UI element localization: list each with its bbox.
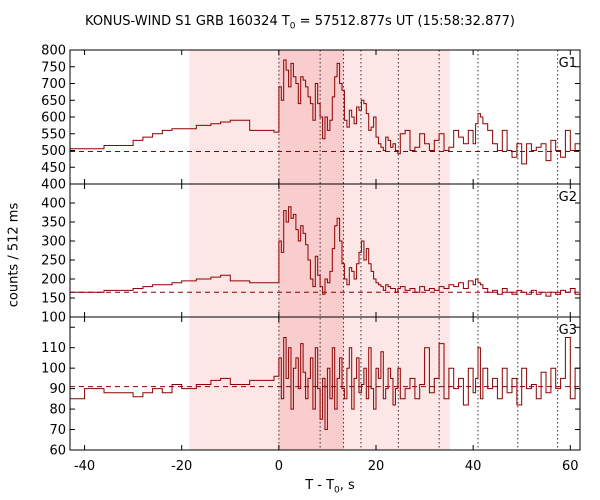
y-tick-label-G3-80: 80 bbox=[49, 403, 66, 418]
x-tick-label--40: -40 bbox=[74, 459, 95, 474]
y-tick-label-G1-400: 400 bbox=[41, 178, 66, 193]
x-tick-label-40: 40 bbox=[465, 459, 482, 474]
y-axis-label: counts / 512 ms bbox=[6, 202, 22, 308]
y-tick-label-G1-750: 750 bbox=[41, 60, 66, 75]
panel-label-G2: G2 bbox=[559, 190, 577, 205]
panel-label-G3: G3 bbox=[559, 323, 577, 338]
x-axis-label-subscript: 0 bbox=[334, 485, 340, 496]
x-axis-label-text: T - T bbox=[305, 478, 335, 493]
y-tick-label-G1-550: 550 bbox=[41, 127, 66, 142]
y-tick-label-G1-450: 450 bbox=[41, 161, 66, 176]
y-tick-label-G2-200: 200 bbox=[41, 273, 66, 288]
y-tick-label-G3-110: 110 bbox=[41, 341, 66, 356]
x-tick-label--20: -20 bbox=[171, 459, 192, 474]
shaded-region-1 bbox=[278, 50, 344, 450]
chart-title: KONUS-WIND S1 GRB 160324 T0 = 57512.877s… bbox=[0, 14, 600, 32]
x-tick-label-0: 0 bbox=[275, 459, 283, 474]
y-tick-label-G3-70: 70 bbox=[49, 423, 66, 438]
panel-label-G1: G1 bbox=[559, 56, 577, 71]
y-tick-label-G1-700: 700 bbox=[41, 77, 66, 92]
x-axis-label: T - T0, s bbox=[60, 478, 600, 496]
y-tick-label-G1-800: 800 bbox=[41, 44, 66, 59]
x-tick-label-60: 60 bbox=[562, 459, 579, 474]
y-tick-label-G1-600: 600 bbox=[41, 111, 66, 126]
y-tick-label-G2-350: 350 bbox=[41, 216, 66, 231]
y-tick-label-G2-250: 250 bbox=[41, 254, 66, 269]
x-tick-label-20: 20 bbox=[368, 459, 385, 474]
y-tick-label-G1-500: 500 bbox=[41, 144, 66, 159]
y-tick-label-G2-100: 100 bbox=[41, 311, 66, 326]
y-tick-label-G2-300: 300 bbox=[41, 235, 66, 250]
y-tick-label-G3-90: 90 bbox=[49, 382, 66, 397]
panel-frame-G3 bbox=[69, 316, 581, 451]
series-line-G1 bbox=[70, 59, 581, 165]
title-suffix: = 57512.877s UT (15:58:32.877) bbox=[295, 14, 515, 29]
title-text: KONUS-WIND S1 GRB 160324 T bbox=[85, 14, 290, 29]
series-line-G2 bbox=[70, 206, 581, 297]
y-tick-label-G1-650: 650 bbox=[41, 94, 66, 109]
series-line-G3 bbox=[70, 337, 580, 430]
y-tick-label-G3-100: 100 bbox=[41, 362, 66, 377]
x-axis-label-suffix: , s bbox=[339, 478, 355, 493]
y-tick-label-G2-150: 150 bbox=[41, 292, 66, 307]
y-tick-label-G2-400: 400 bbox=[41, 197, 66, 212]
title-subscript: 0 bbox=[289, 21, 296, 32]
y-tick-label-G3-60: 60 bbox=[49, 444, 66, 459]
